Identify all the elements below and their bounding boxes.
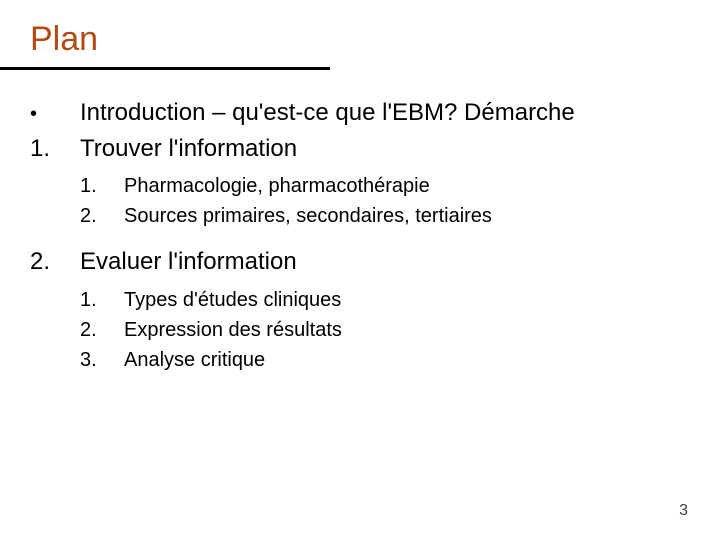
bullet-marker: •: [30, 96, 80, 130]
sub-list: 1. Pharmacologie, pharmacothérapie 2. So…: [80, 171, 690, 231]
sub-list-item: 2. Sources primaires, secondaires, terti…: [80, 201, 690, 231]
list-item-text: Introduction – qu'est-ce que l'EBM? Déma…: [80, 96, 690, 130]
sub-list-item: 3. Analyse critique: [80, 345, 690, 375]
title-rule: [0, 67, 330, 70]
sub-list: 1. Types d'études cliniques 2. Expressio…: [80, 285, 690, 375]
sub-list-item: 1. Types d'études cliniques: [80, 285, 690, 315]
number-marker: 1.: [30, 132, 80, 166]
number-marker: 3.: [80, 345, 124, 375]
slide: Plan • Introduction – qu'est-ce que l'EB…: [0, 0, 720, 540]
list-item: 2. Evaluer l'information: [30, 245, 690, 279]
number-marker: 1.: [80, 171, 124, 201]
number-marker: 1.: [80, 285, 124, 315]
list-item-text: Trouver l'information: [80, 132, 690, 166]
number-marker: 2.: [80, 315, 124, 345]
sub-list-item-text: Types d'études cliniques: [124, 285, 690, 315]
sub-list-item: 1. Pharmacologie, pharmacothérapie: [80, 171, 690, 201]
sub-list-item-text: Analyse critique: [124, 345, 690, 375]
list-item-text: Evaluer l'information: [80, 245, 690, 279]
sub-list-item-text: Sources primaires, secondaires, tertiair…: [124, 201, 690, 231]
sub-list-item: 2. Expression des résultats: [80, 315, 690, 345]
slide-title: Plan: [30, 20, 690, 59]
sub-list-item-text: Expression des résultats: [124, 315, 690, 345]
number-marker: 2.: [80, 201, 124, 231]
page-number: 3: [679, 502, 688, 520]
list-item: 1. Trouver l'information: [30, 132, 690, 166]
list-item: • Introduction – qu'est-ce que l'EBM? Dé…: [30, 96, 690, 130]
sub-list-item-text: Pharmacologie, pharmacothérapie: [124, 171, 690, 201]
number-marker: 2.: [30, 245, 80, 279]
